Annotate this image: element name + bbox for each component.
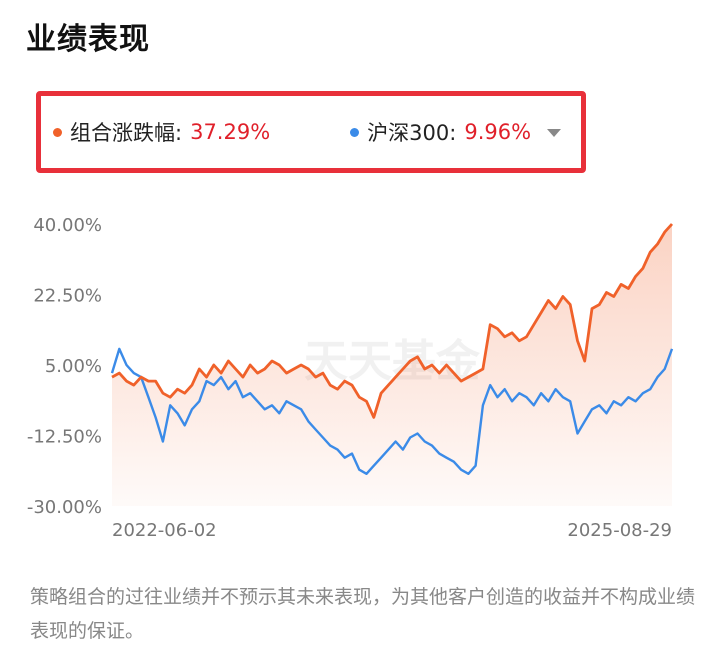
legend-portfolio-value: 37.29% <box>190 120 271 144</box>
benchmark-dot-icon <box>350 127 360 137</box>
x-tick-label: 2022-06-02 <box>112 520 217 541</box>
y-tick-label: 5.00% <box>45 356 102 377</box>
legend-benchmark-name: 沪深300: <box>367 121 457 145</box>
legend-benchmark-value: 9.96% <box>464 120 532 144</box>
y-tick-label: 22.50% <box>33 286 102 307</box>
legend-portfolio-name: 组合涨跌幅: <box>70 121 183 145</box>
portfolio-area <box>112 224 672 506</box>
benchmark-line <box>110 347 674 475</box>
page-title: 业绩表现 <box>26 22 150 57</box>
y-tick-label: 40.00% <box>33 215 102 236</box>
portfolio-line <box>111 223 674 419</box>
x-tick-label: 2025-08-29 <box>567 520 672 541</box>
legend-portfolio: 组合涨跌幅: 37.29% <box>53 117 270 147</box>
y-tick-label: -12.50% <box>27 427 102 448</box>
legend-benchmark: 沪深300: 9.96% <box>350 117 531 147</box>
dropdown-caret-icon[interactable] <box>547 129 562 137</box>
performance-chart: 40.00%22.50%5.00%-12.50%-30.00%天天基金2022-… <box>27 215 674 541</box>
y-tick-label: -30.00% <box>27 497 102 518</box>
portfolio-dot-icon <box>53 127 62 137</box>
legend-box[interactable]: 组合涨跌幅: 37.29% 沪深300: 9.96% <box>36 91 586 173</box>
disclaimer-text: 策略组合的过往业绩并不预示其未来表现，为其他客户创造的收益并不构成业绩表现的保证… <box>30 586 696 642</box>
